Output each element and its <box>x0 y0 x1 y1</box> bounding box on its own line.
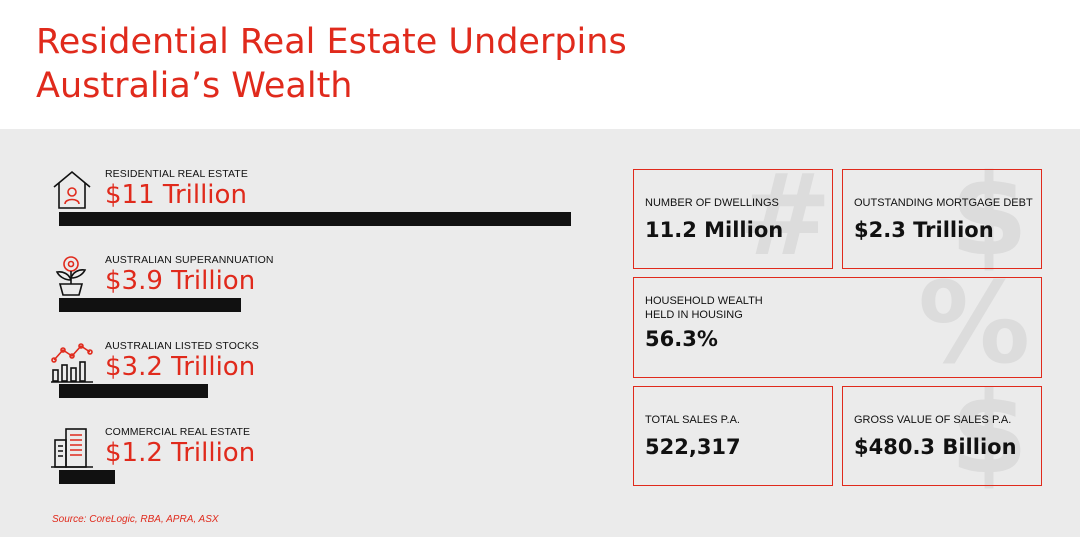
bar-superannuation <box>59 298 241 312</box>
stat-value: 11.2 Million <box>645 218 784 242</box>
bar-label: AUSTRALIAN SUPERANNUATION <box>105 254 274 266</box>
stat-household-wealth: HOUSEHOLD WEALTH HELD IN HOUSING 56.3% <box>633 277 1042 378</box>
title-line-2: Australia’s Wealth <box>36 66 353 106</box>
stat-label-line-1: HOUSEHOLD WEALTH <box>645 295 763 307</box>
bar-listed-stocks <box>59 384 208 398</box>
bar-residential <box>59 212 571 226</box>
stat-value: $480.3 Billion <box>854 435 1017 459</box>
office-building-icon <box>51 428 93 468</box>
stat-label-line-2: HELD IN HOUSING <box>645 309 743 321</box>
bar-value-label: $3.2 Trillion <box>105 352 256 382</box>
stat-label: NUMBER OF DWELLINGS <box>645 197 779 209</box>
plant-coin-icon <box>55 256 87 296</box>
bar-label: COMMERCIAL REAL ESTATE <box>105 426 251 438</box>
bar-item-superannuation: AUSTRALIAN SUPERANNUATION $3.9 Trillion <box>0 254 600 334</box>
stat-total-sales: TOTAL SALES P.A. 522,317 <box>633 386 833 486</box>
stat-label: OUTSTANDING MORTGAGE DEBT <box>854 197 1033 209</box>
stock-chart-icon <box>51 343 93 383</box>
house-icon <box>53 170 91 209</box>
content-panel <box>0 129 1080 537</box>
stat-value: 56.3% <box>645 327 718 351</box>
source-note: Source: CoreLogic, RBA, APRA, ASX <box>52 514 219 525</box>
bar-item-commercial: COMMERCIAL REAL ESTATE $1.2 Trillion <box>0 426 600 506</box>
stat-label: GROSS VALUE OF SALES P.A. <box>854 414 1012 426</box>
stat-value: $2.3 Trillion <box>854 218 994 242</box>
stat-mortgage: OUTSTANDING MORTGAGE DEBT $2.3 Trillion <box>842 169 1042 269</box>
bar-commercial <box>59 470 115 484</box>
stat-value: 522,317 <box>645 435 741 459</box>
bar-value-label: $1.2 Trillion <box>105 438 256 468</box>
bar-label: RESIDENTIAL REAL ESTATE <box>105 168 248 180</box>
bar-item-residential: RESIDENTIAL REAL ESTATE $11 Trillion <box>0 168 600 248</box>
bar-value-label: $3.9 Trillion <box>105 266 256 296</box>
bar-item-listed-stocks: AUSTRALIAN LISTED STOCKS $3.2 Trillion <box>0 340 600 420</box>
bar-value-label: $11 Trillion <box>105 180 247 210</box>
stat-gross-value: GROSS VALUE OF SALES P.A. $480.3 Billion <box>842 386 1042 486</box>
bar-label: AUSTRALIAN LISTED STOCKS <box>105 340 259 352</box>
stat-dwellings: NUMBER OF DWELLINGS 11.2 Million <box>633 169 833 269</box>
stat-label: TOTAL SALES P.A. <box>645 414 740 426</box>
page-title: Residential Real Estate Underpins Austra… <box>36 20 796 108</box>
title-line-1: Residential Real Estate Underpins <box>36 22 627 62</box>
